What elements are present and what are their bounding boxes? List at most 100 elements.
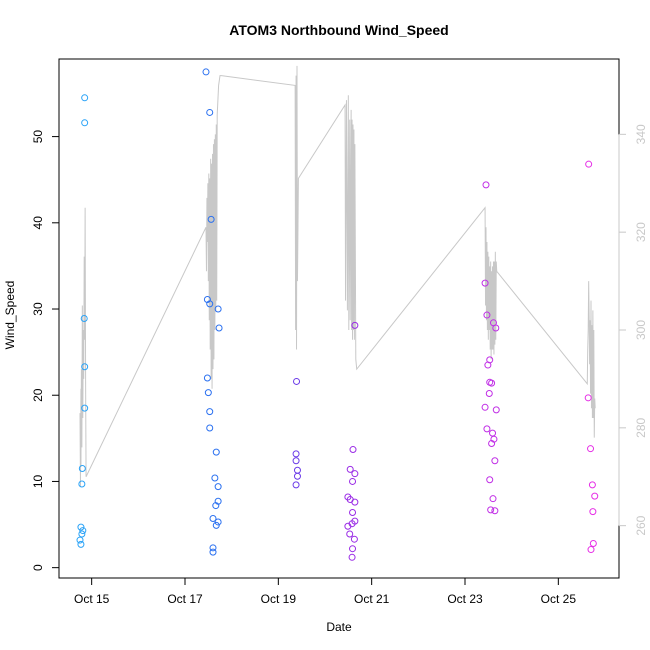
x-tick-label: Oct 25: [541, 592, 577, 606]
y-right-tick-label: 300: [634, 320, 648, 340]
data-point: [293, 377, 301, 385]
data-point: [292, 457, 300, 465]
y-left-tick-label: 10: [31, 474, 45, 488]
data-point: [348, 520, 356, 528]
data-point: [293, 466, 301, 474]
right-axis-line-series: [79, 65, 596, 487]
data-point: [489, 429, 497, 437]
data-point: [212, 448, 220, 456]
x-tick-label: Oct 23: [447, 592, 483, 606]
data-point: [351, 321, 359, 329]
y-axis-left: 0 10 20 30 40 50: [31, 130, 60, 571]
y-right-tick-label: 340: [634, 124, 648, 144]
wind-speed-points: [76, 68, 599, 561]
data-point: [589, 540, 597, 548]
data-point: [491, 507, 499, 515]
data-point: [209, 548, 217, 556]
data-point: [78, 480, 86, 488]
x-axis: Oct 15 Oct 17 Oct 19 Oct 21 Oct 23 Oct 25: [74, 577, 577, 606]
y-axis-label: Wind_Speed: [3, 281, 17, 350]
data-point: [80, 315, 88, 322]
data-point: [209, 515, 217, 523]
data-point: [587, 445, 595, 453]
data-point: [77, 523, 85, 531]
data-point: [212, 521, 220, 529]
data-point: [487, 506, 495, 514]
data-point: [591, 492, 599, 500]
data-point: [482, 181, 490, 189]
y-left-tick-label: 20: [31, 388, 45, 402]
data-point: [209, 544, 217, 552]
data-point: [292, 450, 300, 458]
data-point: [81, 94, 89, 102]
series-line: [79, 65, 596, 487]
data-point: [588, 481, 596, 489]
data-point: [350, 535, 358, 543]
data-point: [587, 546, 595, 554]
data-point: [348, 553, 356, 561]
data-point: [76, 536, 84, 544]
data-point: [77, 540, 85, 548]
data-point: [486, 476, 494, 484]
data-point: [346, 530, 354, 538]
data-point: [211, 474, 219, 482]
data-point: [81, 404, 89, 412]
y-axis-right: 260 280 300 320 340: [618, 124, 648, 536]
y-right-tick-label: 280: [634, 417, 648, 437]
data-point: [351, 470, 359, 478]
y-left-tick-label: 0: [31, 564, 45, 571]
y-right-tick-label: 320: [634, 222, 648, 242]
x-tick-label: Oct 17: [167, 592, 203, 606]
data-point: [481, 279, 489, 287]
data-point: [292, 481, 300, 489]
y-left-tick-label: 50: [31, 130, 45, 144]
data-point: [488, 379, 496, 387]
x-tick-label: Oct 15: [74, 592, 110, 606]
data-point: [293, 472, 301, 480]
data-point: [78, 530, 86, 538]
data-point: [346, 465, 354, 473]
data-point: [491, 457, 499, 465]
data-point: [349, 446, 357, 454]
x-tick-label: Oct 21: [354, 592, 390, 606]
data-point: [207, 215, 215, 223]
data-point: [78, 465, 86, 473]
data-point: [584, 394, 592, 402]
data-point: [349, 477, 357, 485]
data-point: [485, 390, 493, 397]
data-point: [206, 300, 214, 308]
data-point: [349, 545, 357, 553]
data-point: [81, 363, 89, 371]
data-point: [204, 389, 212, 397]
chart-title: ATOM3 Northbound Wind_Speed: [229, 22, 448, 38]
data-point: [214, 483, 222, 491]
y-left-tick-label: 30: [31, 302, 45, 316]
x-tick-label: Oct 19: [261, 592, 297, 606]
data-point: [351, 498, 359, 506]
data-point: [484, 361, 492, 369]
data-point: [589, 508, 597, 516]
data-point: [483, 311, 491, 319]
y-left-tick-label: 40: [31, 216, 45, 230]
data-point: [489, 495, 497, 503]
data-point: [492, 324, 500, 332]
data-point: [214, 518, 222, 526]
data-point: [81, 119, 89, 127]
data-point: [215, 324, 223, 332]
data-point: [488, 440, 496, 448]
x-axis-label: Date: [326, 620, 352, 634]
data-point: [481, 403, 489, 411]
data-point: [492, 406, 500, 414]
data-point: [214, 305, 222, 313]
data-point: [206, 108, 214, 116]
data-point: [79, 527, 87, 535]
data-point: [203, 374, 211, 382]
data-point: [585, 160, 593, 168]
data-point: [349, 508, 357, 516]
y-right-tick-label: 260: [634, 515, 648, 535]
data-point: [202, 68, 210, 76]
data-point: [483, 425, 491, 433]
data-point: [206, 408, 214, 416]
data-point: [206, 424, 214, 432]
